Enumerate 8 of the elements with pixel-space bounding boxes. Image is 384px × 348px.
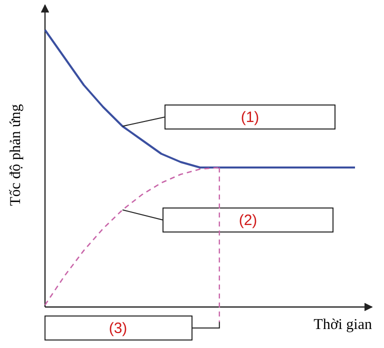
x-axis-title: Thời gian <box>314 317 372 333</box>
label-callout: (2) <box>122 208 334 232</box>
annotation: (1) <box>240 109 260 126</box>
label-callout: (1) <box>122 104 336 130</box>
label-callout: (3) <box>44 168 220 340</box>
y-axis-title: Tốc độ phản ứng <box>8 104 24 206</box>
annotation: (2) <box>238 212 258 229</box>
text: (3) <box>108 320 128 337</box>
